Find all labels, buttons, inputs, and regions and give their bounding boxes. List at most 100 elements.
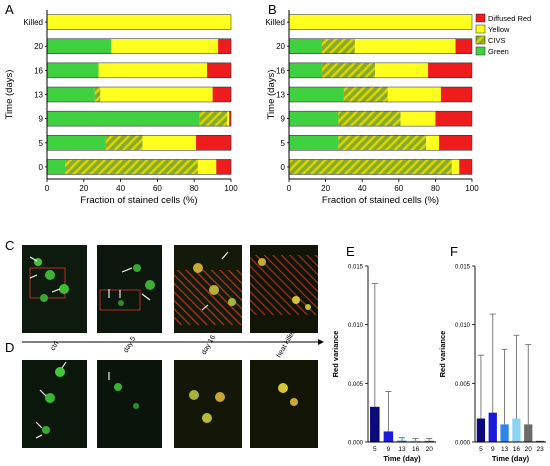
cell <box>42 426 50 434</box>
x-tick-label: 60 <box>153 184 162 193</box>
legend-label: Diffused Red <box>488 14 531 23</box>
bar-segment-green <box>289 38 322 54</box>
arrow <box>29 274 38 279</box>
x-tick-label: 13 <box>501 446 509 453</box>
y-tick-label: 0.010 <box>348 323 364 329</box>
cell <box>209 285 219 295</box>
bar <box>500 424 509 442</box>
bar-segment-civs <box>199 111 228 127</box>
y-tick-label: 0.005 <box>455 382 471 388</box>
cell <box>133 264 141 272</box>
bar-segment-civs <box>338 111 401 127</box>
x-tick-label: 80 <box>431 184 440 193</box>
legend-swatch-yellow <box>475 24 486 34</box>
y-tick-label: 0.000 <box>455 441 471 447</box>
x-tick-label: 9 <box>491 446 495 453</box>
bar-segment-diffused-red <box>439 135 472 151</box>
arrow-markers <box>29 251 229 439</box>
cell <box>292 296 300 304</box>
bar <box>512 418 521 442</box>
y-tick-label: 0 <box>39 163 44 172</box>
timeline-arrowhead <box>318 339 324 345</box>
bar-segment-yellow <box>111 38 219 54</box>
y-tick-label: 9 <box>281 115 286 124</box>
x-tick-label: 9 <box>387 446 391 453</box>
bar <box>524 424 533 442</box>
x-tick-label: 40 <box>358 184 367 193</box>
y-tick-label: 20 <box>34 42 43 51</box>
x-tick-label: 40 <box>116 184 125 193</box>
timeline-label-day16: day 16 <box>201 334 218 356</box>
cell <box>290 398 298 406</box>
cell <box>55 367 65 377</box>
cell <box>45 393 55 403</box>
micrograph-ctrl-d <box>22 360 87 448</box>
legend-swatch-diffused-red <box>475 13 486 23</box>
x-tick-label: 5 <box>479 446 483 453</box>
arrow <box>35 434 43 439</box>
bar-segment-civs <box>343 87 388 102</box>
x-tick-label: 20 <box>321 184 330 193</box>
arrow <box>51 288 61 293</box>
bar-segment-green <box>47 87 95 102</box>
panel-label-f: F <box>450 244 458 259</box>
x-tick-label: 80 <box>190 184 199 193</box>
bar-segment-yellow <box>100 87 213 102</box>
cell <box>145 280 155 290</box>
y-axis-title: Red variance <box>331 331 340 378</box>
bar-segment-diffused-red <box>212 87 231 102</box>
micrograph-ctrl-c <box>22 245 87 333</box>
bar-segment-diffused-red <box>216 159 231 175</box>
cell <box>59 284 69 294</box>
cell <box>45 270 55 280</box>
bar <box>370 406 380 442</box>
bar-segment-diffused-red <box>207 62 231 78</box>
bar-segment-diffused-red <box>455 38 472 54</box>
bar-segment-yellow <box>375 62 429 78</box>
y-tick-label: Killed <box>265 18 285 27</box>
microscopy-panels: ctrl day 5 day 16 heat killed <box>22 245 324 448</box>
y-tick-label: 0.005 <box>348 382 364 388</box>
y-tick-label: 0.010 <box>455 323 471 329</box>
panel-label-c: C <box>5 238 14 253</box>
bar <box>424 440 434 442</box>
bar-segment-yellow <box>387 87 441 102</box>
x-tick-label: 100 <box>224 184 238 193</box>
micrograph-row-d <box>22 360 318 448</box>
stacked-bar-chart-b: Killed 20 16 13 9 5 0 0 20 40 60 80 100 Fraction of s… <box>265 10 479 206</box>
cell <box>40 294 48 302</box>
bar-segment-civs <box>338 135 427 151</box>
bar-segment-diffused-red <box>435 111 472 127</box>
bar-segment-yellow <box>289 14 472 30</box>
legend-label: CIVS <box>488 36 506 45</box>
cell <box>193 263 203 273</box>
x-tick-label: 20 <box>79 184 88 193</box>
micrograph-heat-killed-d <box>250 360 318 448</box>
arrow <box>61 361 67 369</box>
bar-segment-diffused-red <box>196 135 231 151</box>
x-tick-label: 60 <box>394 184 403 193</box>
y-tick-label: 5 <box>281 139 286 148</box>
bar-segment-diffused-red <box>218 38 231 54</box>
bar <box>535 440 545 442</box>
bar-segment-green <box>289 135 339 151</box>
x-tick-label: 13 <box>398 446 406 453</box>
y-tick-label: 5 <box>39 139 44 148</box>
bar-segment-civs <box>65 159 198 175</box>
legend-swatch-civs <box>475 35 486 45</box>
bar-segment-yellow <box>400 111 436 127</box>
x-tick-label: 20 <box>426 446 434 453</box>
micrograph-day16-d <box>174 360 242 448</box>
bar-segment-green <box>289 62 322 78</box>
x-axis-title: Time (day) <box>492 454 530 463</box>
panel-label-e: E <box>346 244 355 259</box>
bar-segment-civs <box>94 87 101 102</box>
panel-label-a: A <box>5 2 14 17</box>
bar-segment-yellow <box>451 159 460 175</box>
arrow <box>141 293 151 301</box>
y-tick-label: 0.000 <box>348 441 364 447</box>
x-tick-label: 23 <box>536 446 544 453</box>
bar-segment-diffused-red <box>440 87 472 102</box>
bar-segment-yellow <box>47 14 231 30</box>
bar-segment-yellow <box>197 159 217 175</box>
